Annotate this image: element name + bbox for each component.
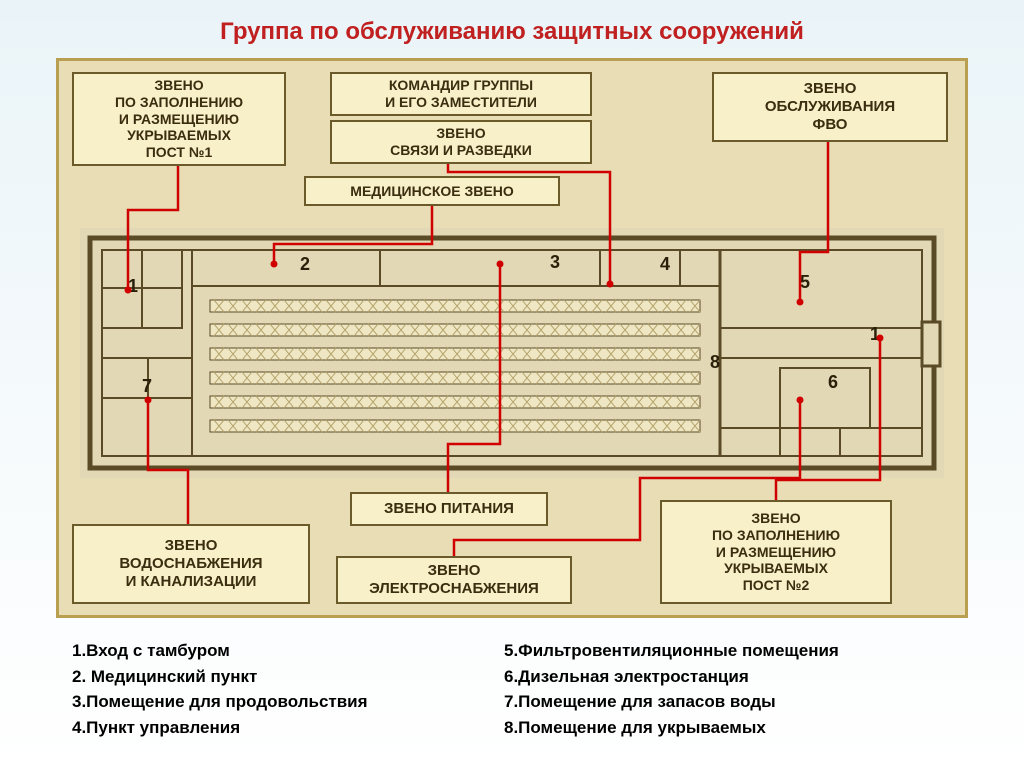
legend-item: 8.Помещение для укрываемых [504, 715, 839, 741]
label-line: И РАЗМЕЩЕНИЮ [716, 544, 836, 561]
label-line: ФВО [813, 116, 848, 134]
plan-number: 5 [800, 272, 810, 292]
label-box-comm: ЗВЕНОСВЯЗИ И РАЗВЕДКИ [330, 120, 592, 164]
label-box-water: ЗВЕНОВОДОСНАБЖЕНИЯИ КАНАЛИЗАЦИИ [72, 524, 310, 604]
label-line: КОМАНДИР ГРУППЫ [389, 77, 533, 94]
plan-number: 1 [870, 324, 880, 344]
label-line: ПОСТ №2 [743, 577, 810, 594]
main-title: Группа по обслуживанию защитных сооружен… [0, 0, 1024, 56]
plan-number: 1 [128, 276, 138, 296]
legend-item: 1.Вход с тамбуром [72, 638, 368, 664]
label-line: ЗВЕНО [428, 562, 481, 580]
plan-number: 7 [142, 376, 152, 396]
legend-right: 5.Фильтровентиляционные помещения 6.Дизе… [504, 638, 839, 740]
label-line: ЗВЕНО [436, 125, 485, 142]
label-line: СВЯЗИ И РАЗВЕДКИ [390, 142, 532, 159]
label-line: ЭЛЕКТРОСНАБЖЕНИЯ [369, 580, 539, 598]
label-line: ЗВЕНО [165, 537, 218, 555]
label-line: ПО ЗАПОЛНЕНИЮ [712, 527, 840, 544]
plan-number: 2 [300, 254, 310, 274]
label-line: ЗВЕНО ПИТАНИЯ [384, 500, 514, 518]
label-line: ПОСТ №1 [146, 144, 213, 161]
legend-item: 5.Фильтровентиляционные помещения [504, 638, 839, 664]
label-line: ЗВЕНО [154, 77, 203, 94]
legend-item: 3.Помещение для продовольствия [72, 689, 368, 715]
label-line: И РАЗМЕЩЕНИЮ [119, 111, 239, 128]
label-line: УКРЫВАЕМЫХ [724, 560, 828, 577]
plan-number: 8 [710, 352, 720, 372]
legend-item: 7.Помещение для запасов воды [504, 689, 839, 715]
label-line: И ЕГО ЗАМЕСТИТЕЛИ [385, 94, 537, 111]
plan-number: 4 [660, 254, 670, 274]
label-box-food: ЗВЕНО ПИТАНИЯ [350, 492, 548, 526]
label-line: УКРЫВАЕМЫХ [127, 127, 231, 144]
label-line: И КАНАЛИЗАЦИИ [126, 573, 257, 591]
plan-number: 3 [550, 252, 560, 272]
legend-left: 1.Вход с тамбуром 2. Медицинский пункт 3… [72, 638, 368, 740]
label-line: МЕДИЦИНСКОЕ ЗВЕНО [350, 183, 513, 200]
legend-item: 2. Медицинский пункт [72, 664, 368, 690]
floorplan-svg: 1 2 3 4 5 1 6 7 8 [80, 228, 944, 478]
label-line: ЗВЕНО [751, 510, 800, 527]
legend-item: 6.Дизельная электростанция [504, 664, 839, 690]
label-box-med: МЕДИЦИНСКОЕ ЗВЕНО [304, 176, 560, 206]
plan-number: 6 [828, 372, 838, 392]
label-box-electro: ЗВЕНОЭЛЕКТРОСНАБЖЕНИЯ [336, 556, 572, 604]
floorplan: 1 2 3 4 5 1 6 7 8 [80, 228, 944, 478]
label-box-post2: ЗВЕНОПО ЗАПОЛНЕНИЮИ РАЗМЕЩЕНИЮУКРЫВАЕМЫХ… [660, 500, 892, 604]
label-line: ОБСЛУЖИВАНИЯ [765, 98, 895, 116]
label-box-post1: ЗВЕНОПО ЗАПОЛНЕНИЮИ РАЗМЕЩЕНИЮУКРЫВАЕМЫХ… [72, 72, 286, 166]
legend-item: 4.Пункт управления [72, 715, 368, 741]
label-box-fvo: ЗВЕНООБСЛУЖИВАНИЯФВО [712, 72, 948, 142]
label-line: ПО ЗАПОЛНЕНИЮ [115, 94, 243, 111]
label-box-commander: КОМАНДИР ГРУППЫИ ЕГО ЗАМЕСТИТЕЛИ [330, 72, 592, 116]
label-line: ВОДОСНАБЖЕНИЯ [119, 555, 262, 573]
label-line: ЗВЕНО [804, 80, 857, 98]
